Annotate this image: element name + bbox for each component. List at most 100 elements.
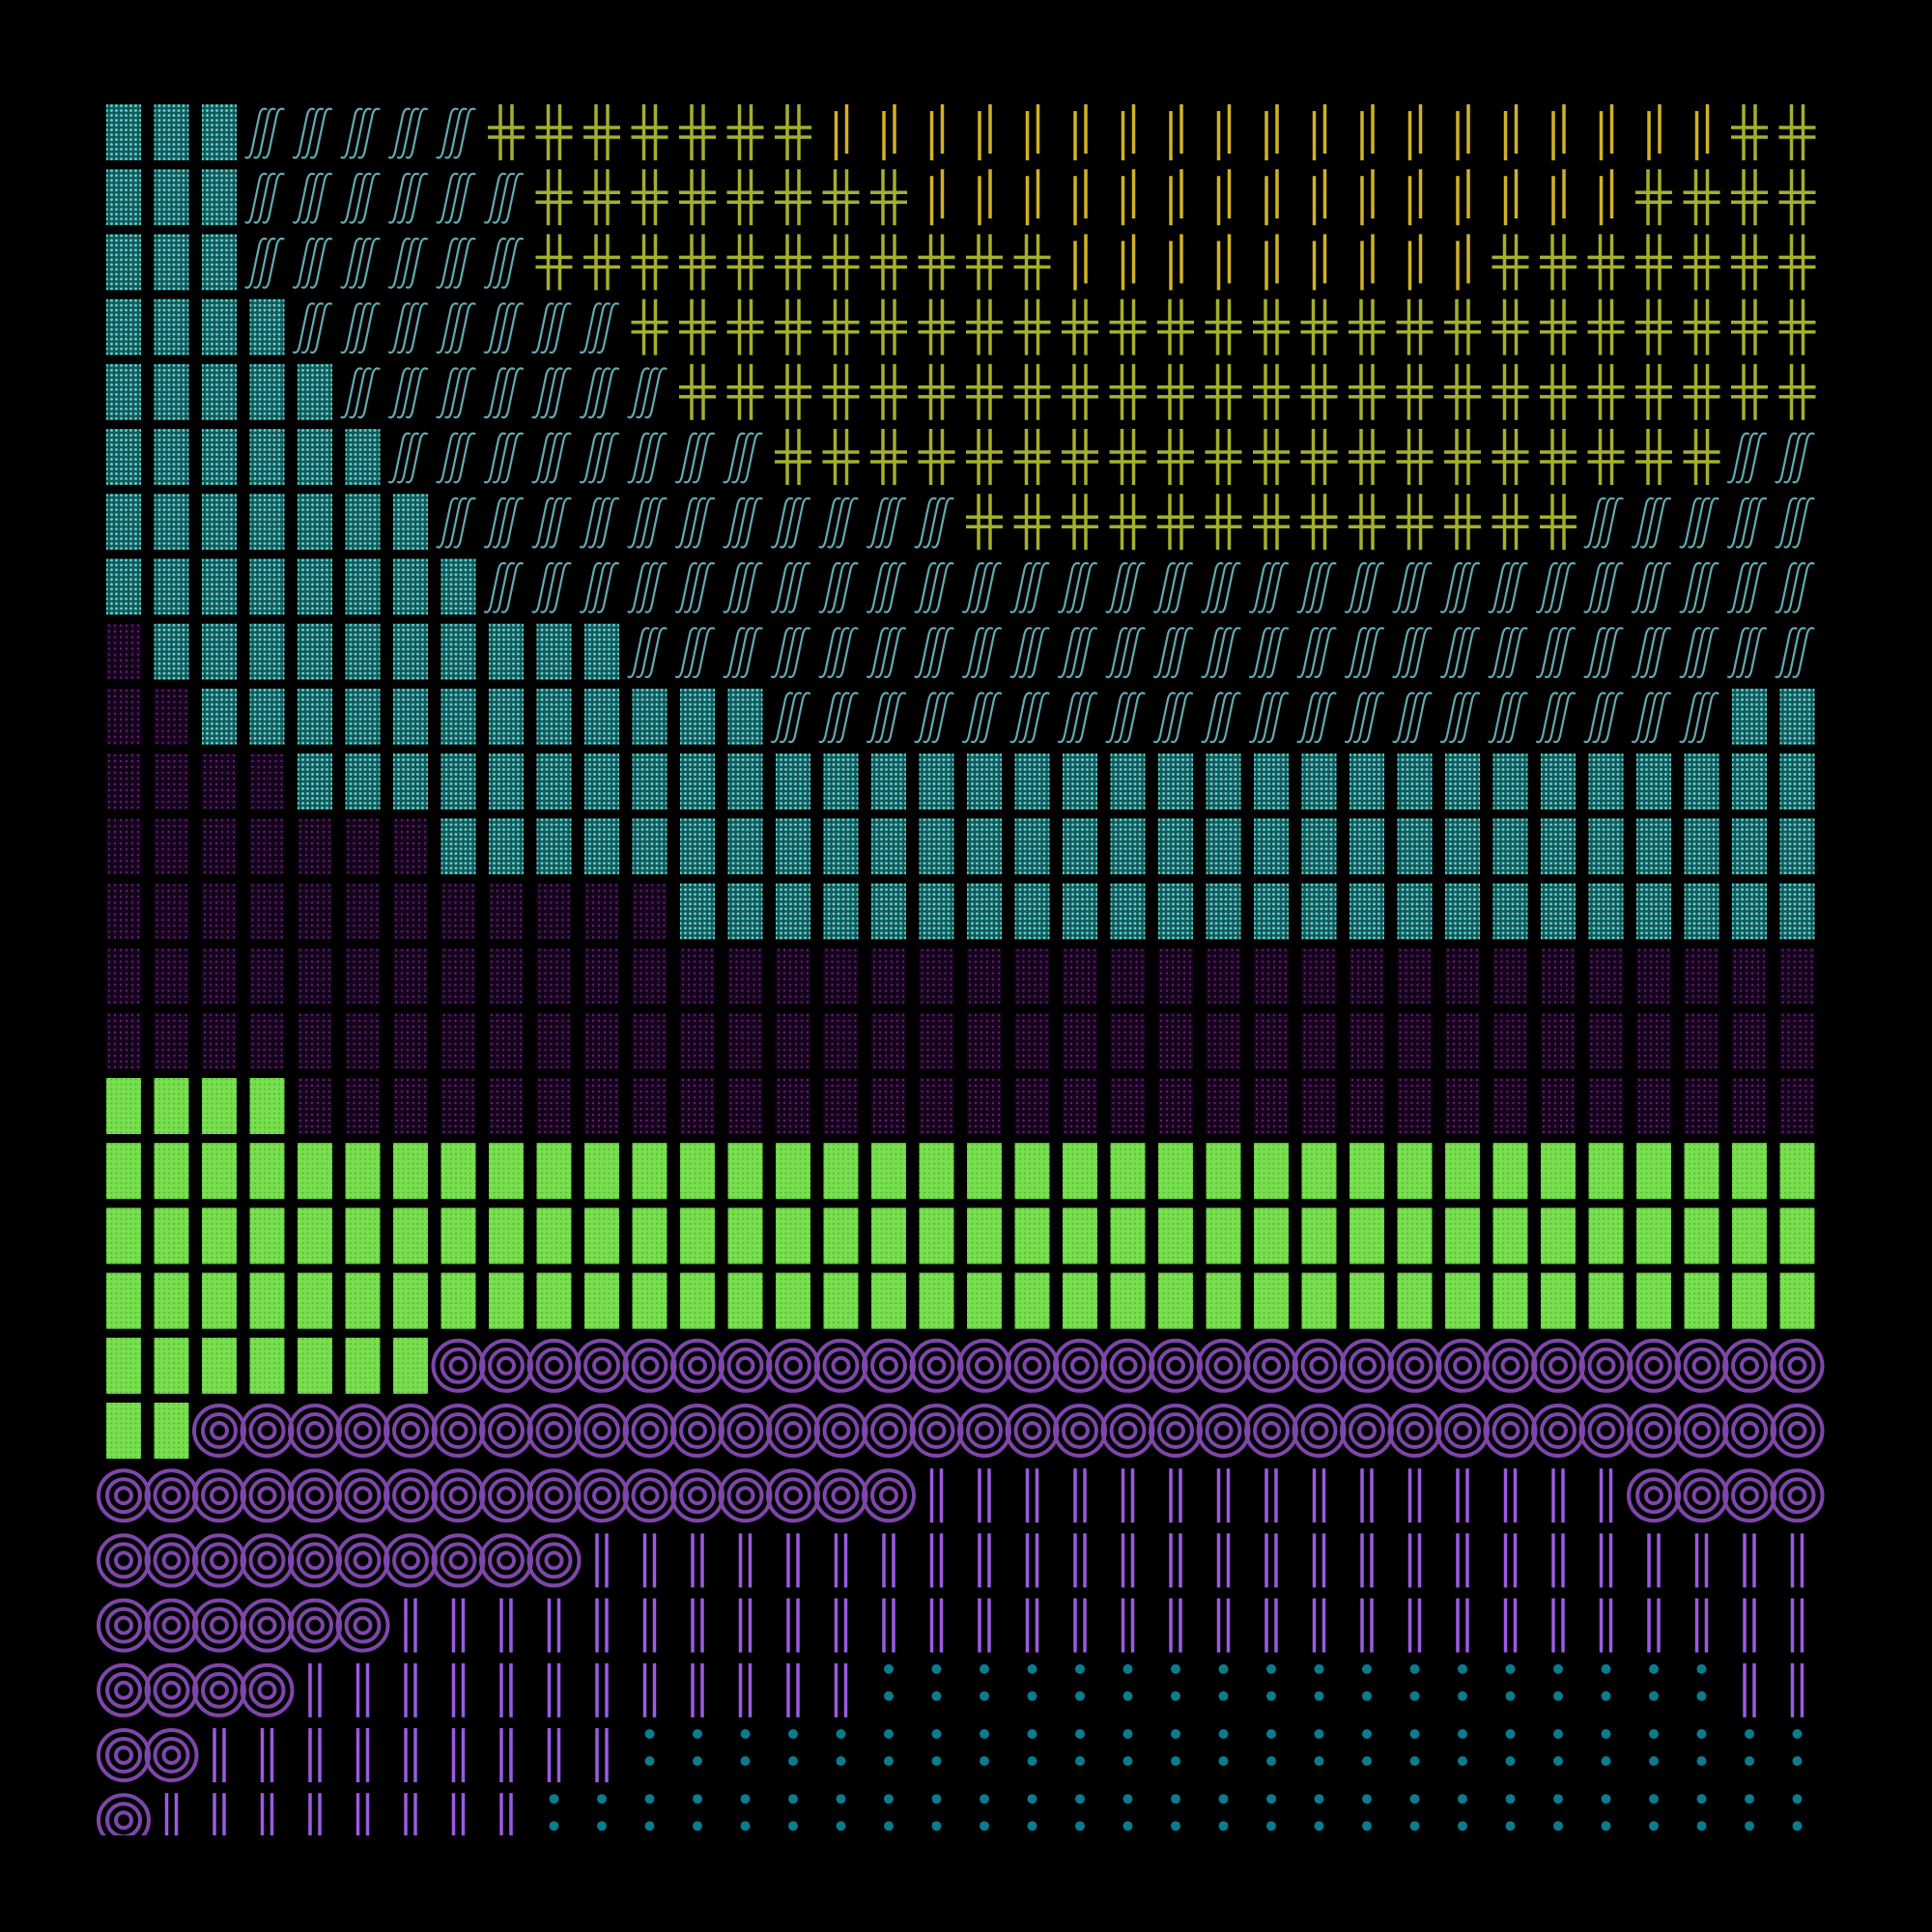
yellow-bars xyxy=(1551,167,1566,227)
cyan-dot-tile xyxy=(249,558,285,615)
integral-glyph xyxy=(1201,692,1241,744)
cross-glyph xyxy=(1442,492,1483,552)
cross-glyph xyxy=(1776,167,1818,227)
concentric-circles xyxy=(862,1404,916,1458)
violet-bars xyxy=(1743,1662,1756,1719)
teal-dots xyxy=(1027,1794,1037,1832)
cyan-dot-tile xyxy=(919,883,954,940)
concentric-circles xyxy=(1149,1404,1203,1458)
purple-dot-tile xyxy=(632,1012,668,1069)
cyan-dot-tile xyxy=(871,883,906,940)
purple-dot-tile xyxy=(1588,948,1624,1005)
violet-bars xyxy=(738,1531,753,1590)
concentric-circles xyxy=(335,1533,390,1588)
integral-glyph xyxy=(914,627,954,679)
concentric-circles xyxy=(479,1404,533,1458)
cyan-dot-tile xyxy=(154,429,189,485)
purple-dot-tile xyxy=(154,753,189,810)
cross-glyph xyxy=(1681,232,1722,293)
yellow-bars xyxy=(1407,232,1423,293)
green-tile xyxy=(1158,1272,1193,1329)
cyan-dot-tile xyxy=(345,429,381,485)
violet-bars xyxy=(642,1596,657,1655)
cyan-dot-tile xyxy=(1684,753,1719,810)
concentric-circles xyxy=(192,1468,246,1523)
green-tile xyxy=(1158,1208,1193,1264)
cyan-dot-tile xyxy=(154,494,189,551)
integral-glyph xyxy=(387,172,429,224)
yellow-bars xyxy=(1264,167,1279,227)
green-tile xyxy=(584,1272,619,1329)
violet-bars xyxy=(355,1791,370,1835)
integral-glyph xyxy=(914,692,954,744)
cross-glyph xyxy=(1634,297,1674,357)
integral-glyph xyxy=(1535,627,1577,679)
violet-bars xyxy=(1694,1531,1709,1590)
purple-dot-tile xyxy=(776,948,810,1005)
teal-dots xyxy=(1553,1663,1563,1701)
green-tile xyxy=(154,1272,189,1329)
cyan-dot-tile xyxy=(1110,818,1146,875)
cyan-dot-tile xyxy=(298,558,332,615)
violet-bars xyxy=(882,1531,895,1590)
yellow-bars xyxy=(1407,102,1423,162)
yellow-bars xyxy=(1121,232,1136,293)
integral-glyph xyxy=(1439,561,1481,613)
concentric-circles xyxy=(1674,1404,1729,1458)
violet-bars xyxy=(1360,1531,1374,1590)
purple-dot-tile xyxy=(1014,948,1050,1005)
concentric-circles xyxy=(335,1598,390,1653)
cyan-dot-tile xyxy=(1541,753,1576,810)
cross-glyph xyxy=(1203,492,1244,552)
cross-glyph xyxy=(724,102,766,162)
concentric-circles xyxy=(718,1404,773,1458)
green-tile xyxy=(727,1272,763,1329)
integral-glyph xyxy=(1679,692,1719,744)
cyan-dot-tile xyxy=(393,688,428,745)
violet-bars xyxy=(1407,1531,1422,1590)
teal-dots xyxy=(884,1663,894,1701)
integral-glyph xyxy=(1344,627,1385,679)
purple-dot-tile xyxy=(536,1078,572,1134)
cyan-dot-tile xyxy=(489,623,524,680)
integral-glyph xyxy=(1775,627,1815,679)
concentric-circles xyxy=(1578,1404,1634,1458)
integral-glyph xyxy=(531,367,572,419)
concentric-circles xyxy=(1722,1338,1776,1393)
violet-bars xyxy=(1599,1531,1613,1590)
concentric-circles xyxy=(575,1468,629,1523)
purple-dot-tile xyxy=(584,883,619,940)
purple-dot-tile xyxy=(1206,948,1241,1005)
purple-dot-tile xyxy=(1254,1012,1289,1069)
integral-glyph xyxy=(1583,561,1624,613)
cyan-dot-tile xyxy=(680,818,715,875)
cross-glyph xyxy=(1490,232,1531,293)
violet-bars xyxy=(1407,1466,1422,1524)
yellow-bars xyxy=(1264,232,1279,293)
concentric-circles xyxy=(384,1468,438,1523)
concentric-circles xyxy=(1722,1404,1776,1458)
integral-glyph xyxy=(674,561,716,613)
cross-glyph xyxy=(964,362,1005,422)
cyan-dot-tile xyxy=(1110,753,1146,810)
violet-bars xyxy=(1743,1531,1756,1590)
violet-bars xyxy=(786,1596,800,1655)
teal-dots xyxy=(1458,1729,1467,1766)
concentric-circles xyxy=(526,1338,582,1393)
cyan-dot-tile xyxy=(489,818,524,875)
cyan-dot-tile xyxy=(1350,753,1384,810)
yellow-bars xyxy=(1360,167,1375,227)
concentric-circles xyxy=(622,1404,677,1458)
yellow-bars xyxy=(929,167,945,227)
violet-bars xyxy=(834,1596,848,1655)
cyan-dot-tile xyxy=(1636,753,1671,810)
concentric-circles xyxy=(575,1338,629,1393)
yellow-bars xyxy=(1456,167,1470,227)
concentric-circles xyxy=(1340,1404,1394,1458)
cyan-dot-tile xyxy=(1158,753,1193,810)
concentric-circles xyxy=(192,1662,246,1718)
integral-glyph xyxy=(1583,627,1624,679)
cyan-dot-tile xyxy=(919,753,954,810)
integral-glyph xyxy=(1775,497,1815,549)
cyan-dot-tile xyxy=(1206,883,1241,940)
